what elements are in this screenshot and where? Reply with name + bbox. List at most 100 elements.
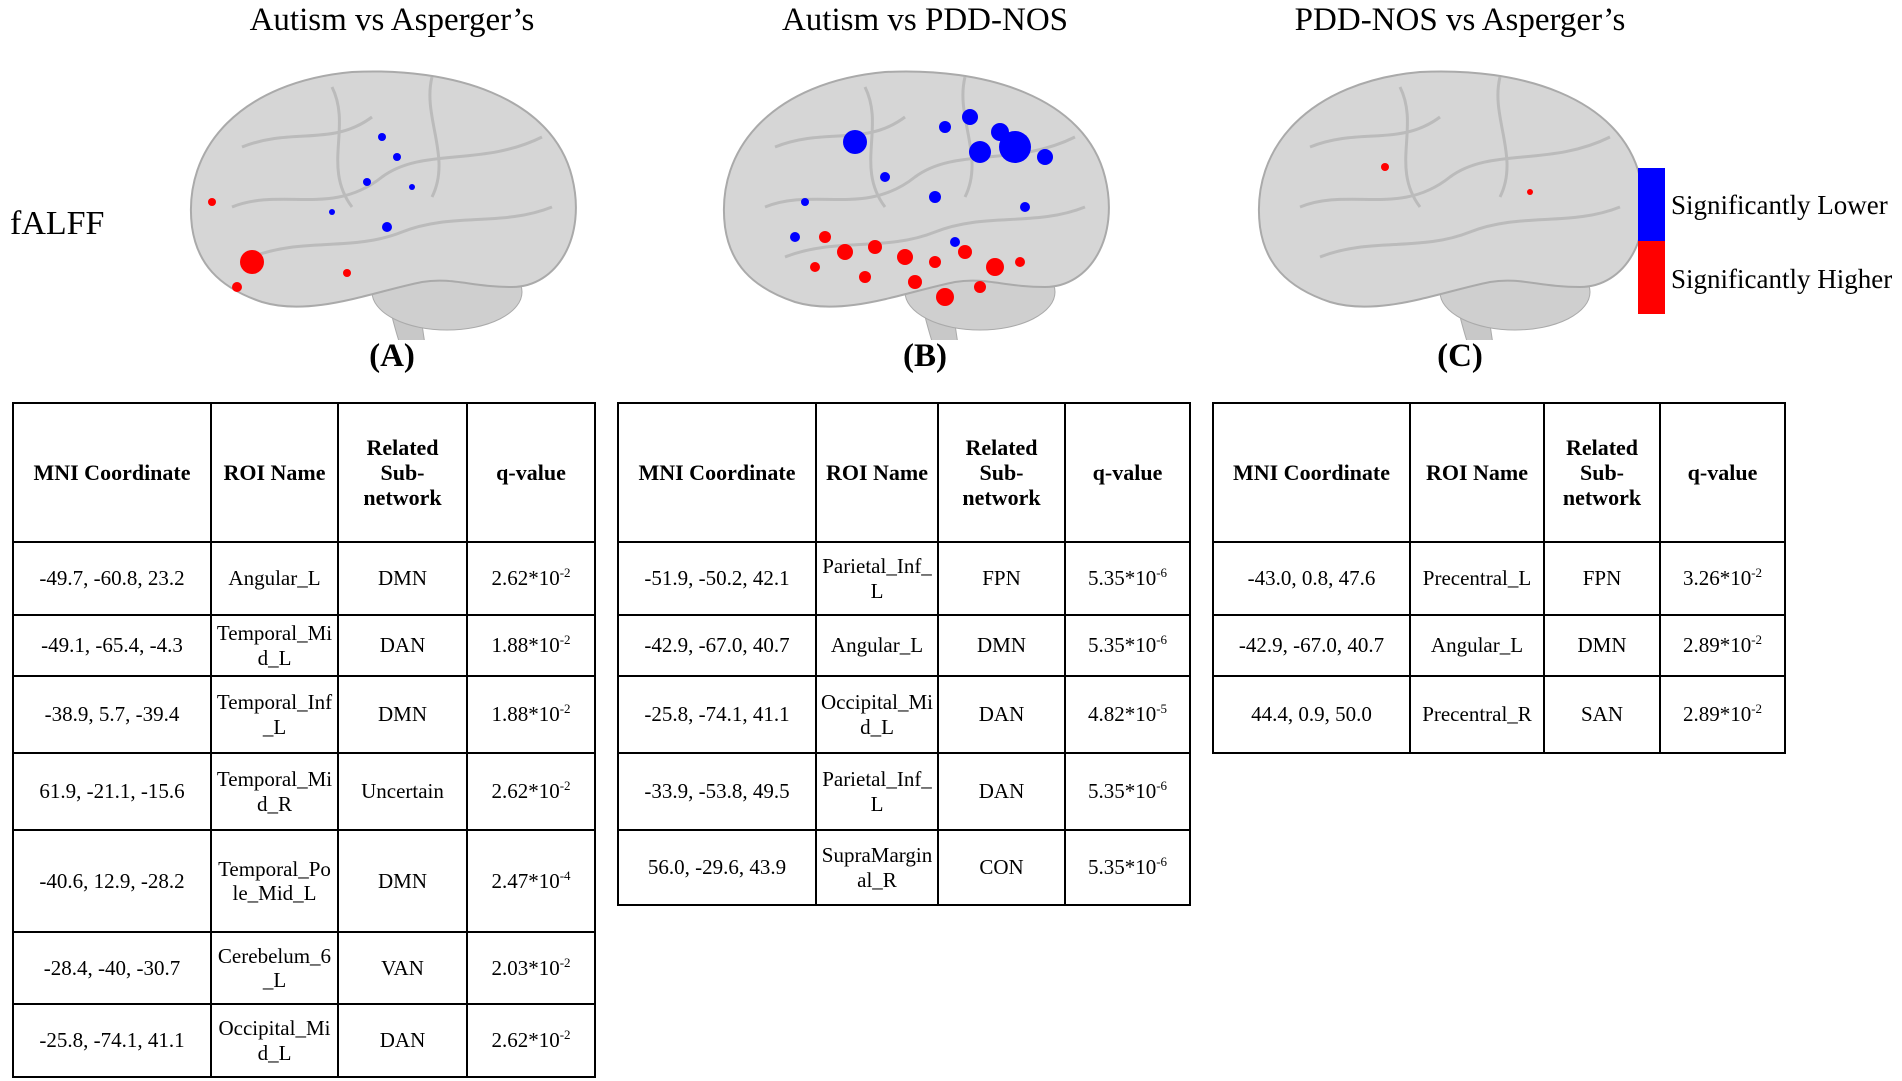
table-cell: 5.35*10-6 (1064, 752, 1191, 831)
node (790, 232, 800, 242)
table-cell: 2.62*10-2 (466, 541, 596, 616)
q-mantissa: 2.62*10 (491, 566, 560, 591)
table-cell: Precentral_L (1409, 541, 1545, 616)
node (986, 258, 1004, 276)
table-cell: 1.88*10-2 (466, 675, 596, 754)
q-mantissa: 5.35*10 (1087, 779, 1157, 804)
table-cell: 2.47*10-4 (466, 829, 596, 933)
q-exponent: -2 (559, 632, 571, 648)
node (810, 262, 820, 272)
node (409, 184, 415, 190)
table-cell: -40.6, 12.9, -28.2 (12, 829, 212, 933)
legend-swatch (1638, 168, 1665, 241)
header-cell: ROI Name (815, 402, 939, 543)
node (819, 231, 831, 243)
table-cell: Occipital_Mid_L (815, 675, 939, 754)
q-mantissa: 3.26*10 (1682, 566, 1752, 591)
table-row: 61.9, -21.1, -15.6 Temporal_Mid_R Uncertai… (12, 752, 596, 831)
table-cell: Uncertain (337, 752, 468, 831)
table-cell: Angular_L (210, 541, 339, 616)
node (363, 178, 371, 186)
panel-title: PDD-NOS vs Asperger’s (1294, 2, 1626, 38)
q-exponent: -6 (1156, 778, 1168, 794)
table-cell: 2.62*10-2 (466, 1003, 596, 1078)
table-cell: DMN (937, 614, 1066, 677)
brain (189, 70, 577, 340)
q-mantissa: 2.62*10 (491, 779, 560, 804)
table-cell: -25.8, -74.1, 41.1 (12, 1003, 212, 1078)
table-cell: DAN (337, 1003, 468, 1078)
table-cell: 5.35*10-6 (1064, 614, 1191, 677)
table-cell: 2.62*10-2 (466, 752, 596, 831)
node (343, 269, 351, 277)
header-cell: q-value (1064, 402, 1191, 543)
node (950, 237, 960, 247)
q-exponent: -6 (1156, 632, 1168, 648)
table-cell: -42.9, -67.0, 40.7 (617, 614, 817, 677)
q-mantissa: 2.89*10 (1682, 702, 1752, 727)
header-cell: q-value (466, 402, 596, 543)
node (958, 245, 972, 259)
table-cell: 44.4, 0.9, 50.0 (1212, 675, 1411, 754)
brain-images (189, 70, 1645, 340)
table-cell: 5.35*10-6 (1064, 829, 1191, 906)
brain (722, 70, 1110, 340)
q-mantissa: 2.03*10 (491, 955, 560, 980)
q-exponent: -6 (1156, 565, 1168, 581)
q-exponent: -2 (1751, 565, 1763, 581)
node (859, 271, 871, 283)
table-cell: 2.89*10-2 (1659, 675, 1786, 754)
q-exponent: -6 (1156, 854, 1168, 870)
table-cell: 4.82*10-5 (1064, 675, 1191, 754)
table-cell: Cerebelum_6_L (210, 931, 339, 1005)
table-row: -49.1, -65.4, -4.3 Temporal_Mid_L DAN 1.88*… (12, 614, 596, 677)
table-cell: 61.9, -21.1, -15.6 (12, 752, 212, 831)
node (1015, 257, 1025, 267)
table-cell: -38.9, 5.7, -39.4 (12, 675, 212, 754)
q-exponent: -2 (559, 778, 571, 794)
header-cell: Related Sub-network (1543, 402, 1661, 543)
q-mantissa: 4.82*10 (1087, 702, 1157, 727)
table-row: -40.6, 12.9, -28.2 Temporal_Pole_Mid_L DMN… (12, 829, 596, 933)
header-cell: MNI Coordinate (617, 402, 817, 543)
node (939, 121, 951, 133)
table-cell: Angular_L (815, 614, 939, 677)
panel-title: Autism vs Asperger’s (249, 2, 535, 38)
table-cell: FPN (1543, 541, 1661, 616)
node (929, 191, 941, 203)
legend-swatch (1638, 241, 1665, 314)
table-row: -28.4, -40, -30.7 Cerebelum_6_L VAN 2.03*10… (12, 931, 596, 1005)
table-cell: 5.35*10-6 (1064, 541, 1191, 616)
header-cell: MNI Coordinate (12, 402, 212, 543)
table-cell: FPN (937, 541, 1066, 616)
table-row: -42.9, -67.0, 40.7 Angular_L DMN 2.89*10-2 (1212, 614, 1786, 677)
brain (1257, 70, 1645, 340)
node (936, 288, 954, 306)
q-mantissa: 5.35*10 (1087, 633, 1157, 658)
panel-label: (B) (903, 338, 947, 374)
table-cell: Occipital_Mid_L (210, 1003, 339, 1078)
table-cell: DMN (1543, 614, 1661, 677)
node (208, 198, 216, 206)
table-row: -49.7, -60.8, 23.2 Angular_L DMN 2.62*10-2 (12, 541, 596, 616)
table-cell: -33.9, -53.8, 49.5 (617, 752, 817, 831)
node (929, 256, 941, 268)
table-cell: 3.26*10-2 (1659, 541, 1786, 616)
row-label: fALFF (10, 205, 105, 242)
table-cell: -51.9, -50.2, 42.1 (617, 541, 817, 616)
table-row: -42.9, -67.0, 40.7 Angular_L DMN 5.35*10-6 (617, 614, 1191, 677)
table-cell: DMN (337, 829, 468, 933)
table-cell: 1.88*10-2 (466, 614, 596, 677)
q-mantissa: 5.35*10 (1087, 855, 1157, 880)
q-exponent: -2 (1751, 632, 1763, 648)
header-row: MNI Coordinate ROI Name Related Sub-networ… (12, 402, 596, 543)
table-cell: -49.7, -60.8, 23.2 (12, 541, 212, 616)
table-cell: -28.4, -40, -30.7 (12, 931, 212, 1005)
q-mantissa: 2.89*10 (1682, 633, 1752, 658)
table-row: -43.0, 0.8, 47.6 Precentral_L FPN 3.26*10-2 (1212, 541, 1786, 616)
results-table: MNI Coordinate ROI Name Related Sub-networ… (12, 402, 596, 1078)
table-cell: Temporal_Mid_R (210, 752, 339, 831)
table-row: -38.9, 5.7, -39.4 Temporal_Inf_L DMN 1.88*1… (12, 675, 596, 754)
node (329, 209, 335, 215)
